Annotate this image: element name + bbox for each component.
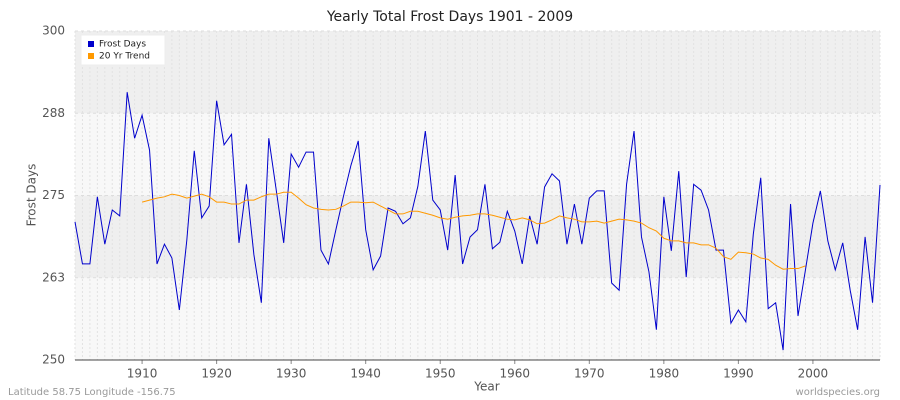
y-tick-label: 300 — [42, 24, 65, 38]
footer-left: Latitude 58.75 Longitude -156.75 — [8, 387, 176, 398]
y-tick-label: 288 — [42, 106, 65, 120]
legend-label: Frost Days — [99, 40, 146, 50]
y-tick-label: 275 — [42, 188, 65, 202]
x-tick-label: 1940 — [350, 367, 381, 381]
x-tick-label: 1930 — [276, 367, 307, 381]
x-axis-label: Year — [473, 380, 499, 394]
data-line — [74, 92, 881, 351]
x-tick-label: 1980 — [649, 367, 680, 381]
x-tick-label: 1950 — [425, 367, 456, 381]
legend-box — [80, 34, 166, 66]
footer-right: worldspecies.org — [796, 387, 880, 398]
x-tick-label: 1970 — [574, 367, 605, 381]
chart-title: Yearly Total Frost Days 1901 - 2009 — [326, 9, 573, 25]
y-axis-label: Frost Days — [25, 164, 39, 227]
data-line — [141, 191, 806, 270]
legend-label: 20 Yr Trend — [99, 52, 150, 62]
y-tick-label: 263 — [42, 270, 65, 284]
legend-swatch — [88, 41, 94, 47]
x-tick-label: 1910 — [127, 367, 158, 381]
x-tick-label: 1990 — [723, 367, 754, 381]
x-tick-label: 1960 — [499, 367, 530, 381]
x-tick-label: 2000 — [798, 367, 829, 381]
x-tick-label: 1920 — [201, 367, 232, 381]
legend-swatch — [88, 53, 94, 59]
y-tick-label: 250 — [42, 353, 65, 367]
